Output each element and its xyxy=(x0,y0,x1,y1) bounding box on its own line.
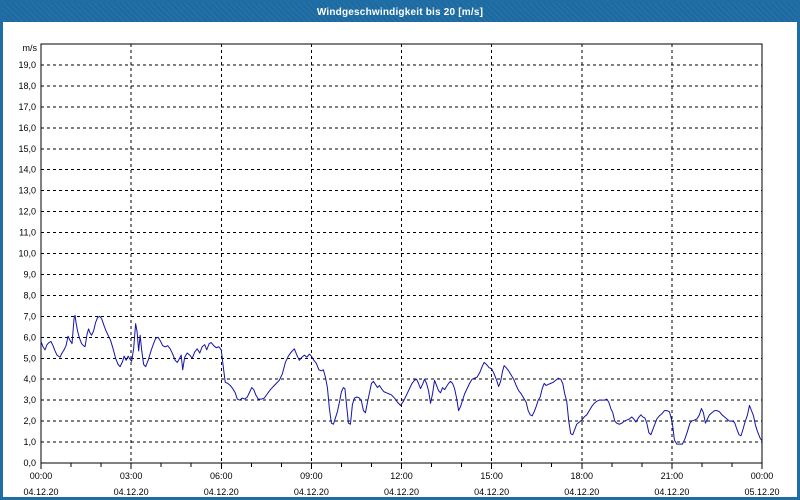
x-tick-time-label: 15:00 xyxy=(480,471,503,481)
x-tick-date-label: 04.12.20 xyxy=(204,487,239,497)
x-tick-time-label: 12:00 xyxy=(390,471,413,481)
x-tick-date-label: 05.12.20 xyxy=(744,487,779,497)
y-tick-label: 4,0 xyxy=(23,374,36,384)
y-tick-label: 18,0 xyxy=(18,81,36,91)
x-tick-date-label: 04.12.20 xyxy=(654,487,689,497)
y-tick-label: 16,0 xyxy=(18,123,36,133)
x-tick-time-label: 00:00 xyxy=(751,471,774,481)
y-tick-label: 8,0 xyxy=(23,290,36,300)
x-tick-time-label: 00:00 xyxy=(30,471,53,481)
y-axis-unit-label: m/s xyxy=(23,43,38,53)
chart-area: 0,0 1,0 2,0 3,0 4,0 5,0 6,0 7,0 8,0 9,0 10,0 11,0 12… xyxy=(3,25,797,497)
x-tick-date-label: 04.12.20 xyxy=(294,487,329,497)
axis-labels: 0,0 1,0 2,0 3,0 4,0 5,0 6,0 7,0 8,0 9,0 10,0 11,0 12… xyxy=(18,43,779,497)
y-tick-label: 0,0 xyxy=(23,458,36,468)
gridlines xyxy=(41,44,762,463)
window-title: Windgeschwindigkeit bis 20 [m/s] xyxy=(316,7,484,18)
y-tick-label: 15,0 xyxy=(18,144,36,154)
y-tick-label: 9,0 xyxy=(23,269,36,279)
x-tick-date-label: 04.12.20 xyxy=(564,487,599,497)
y-tick-label: 14,0 xyxy=(18,165,36,175)
y-tick-label: 2,0 xyxy=(23,416,36,426)
y-tick-label: 12,0 xyxy=(18,207,36,217)
x-tick-time-label: 03:00 xyxy=(120,471,143,481)
wind-speed-chart: 0,0 1,0 2,0 3,0 4,0 5,0 6,0 7,0 8,0 9,0 10,0 11,0 12… xyxy=(18,43,779,497)
axes xyxy=(40,43,763,469)
x-tick-date-label: 04.12.20 xyxy=(384,487,419,497)
y-tick-label: 5,0 xyxy=(23,353,36,363)
y-tick-label: 6,0 xyxy=(23,332,36,342)
y-tick-label: 17,0 xyxy=(18,102,36,112)
x-tick-date-label: 04.12.20 xyxy=(114,487,149,497)
y-tick-label: 3,0 xyxy=(23,395,36,405)
y-tick-label: 13,0 xyxy=(18,186,36,196)
y-tick-label: 19,0 xyxy=(18,60,36,70)
x-tick-date-label: 04.12.20 xyxy=(23,487,58,497)
wind-speed-series-line xyxy=(40,314,763,445)
window-titlebar: Windgeschwindigkeit bis 20 [m/s] xyxy=(3,3,797,22)
y-tick-label: 7,0 xyxy=(23,311,36,321)
x-tick-time-label: 09:00 xyxy=(300,471,323,481)
y-tick-label: 11,0 xyxy=(19,228,36,238)
x-tick-time-label: 06:00 xyxy=(210,471,233,481)
y-tick-label: 1,0 xyxy=(23,437,36,447)
x-tick-date-label: 04.12.20 xyxy=(474,487,509,497)
x-tick-time-label: 21:00 xyxy=(661,471,684,481)
y-tick-label: 10,0 xyxy=(18,249,36,259)
x-tick-time-label: 18:00 xyxy=(570,471,593,481)
